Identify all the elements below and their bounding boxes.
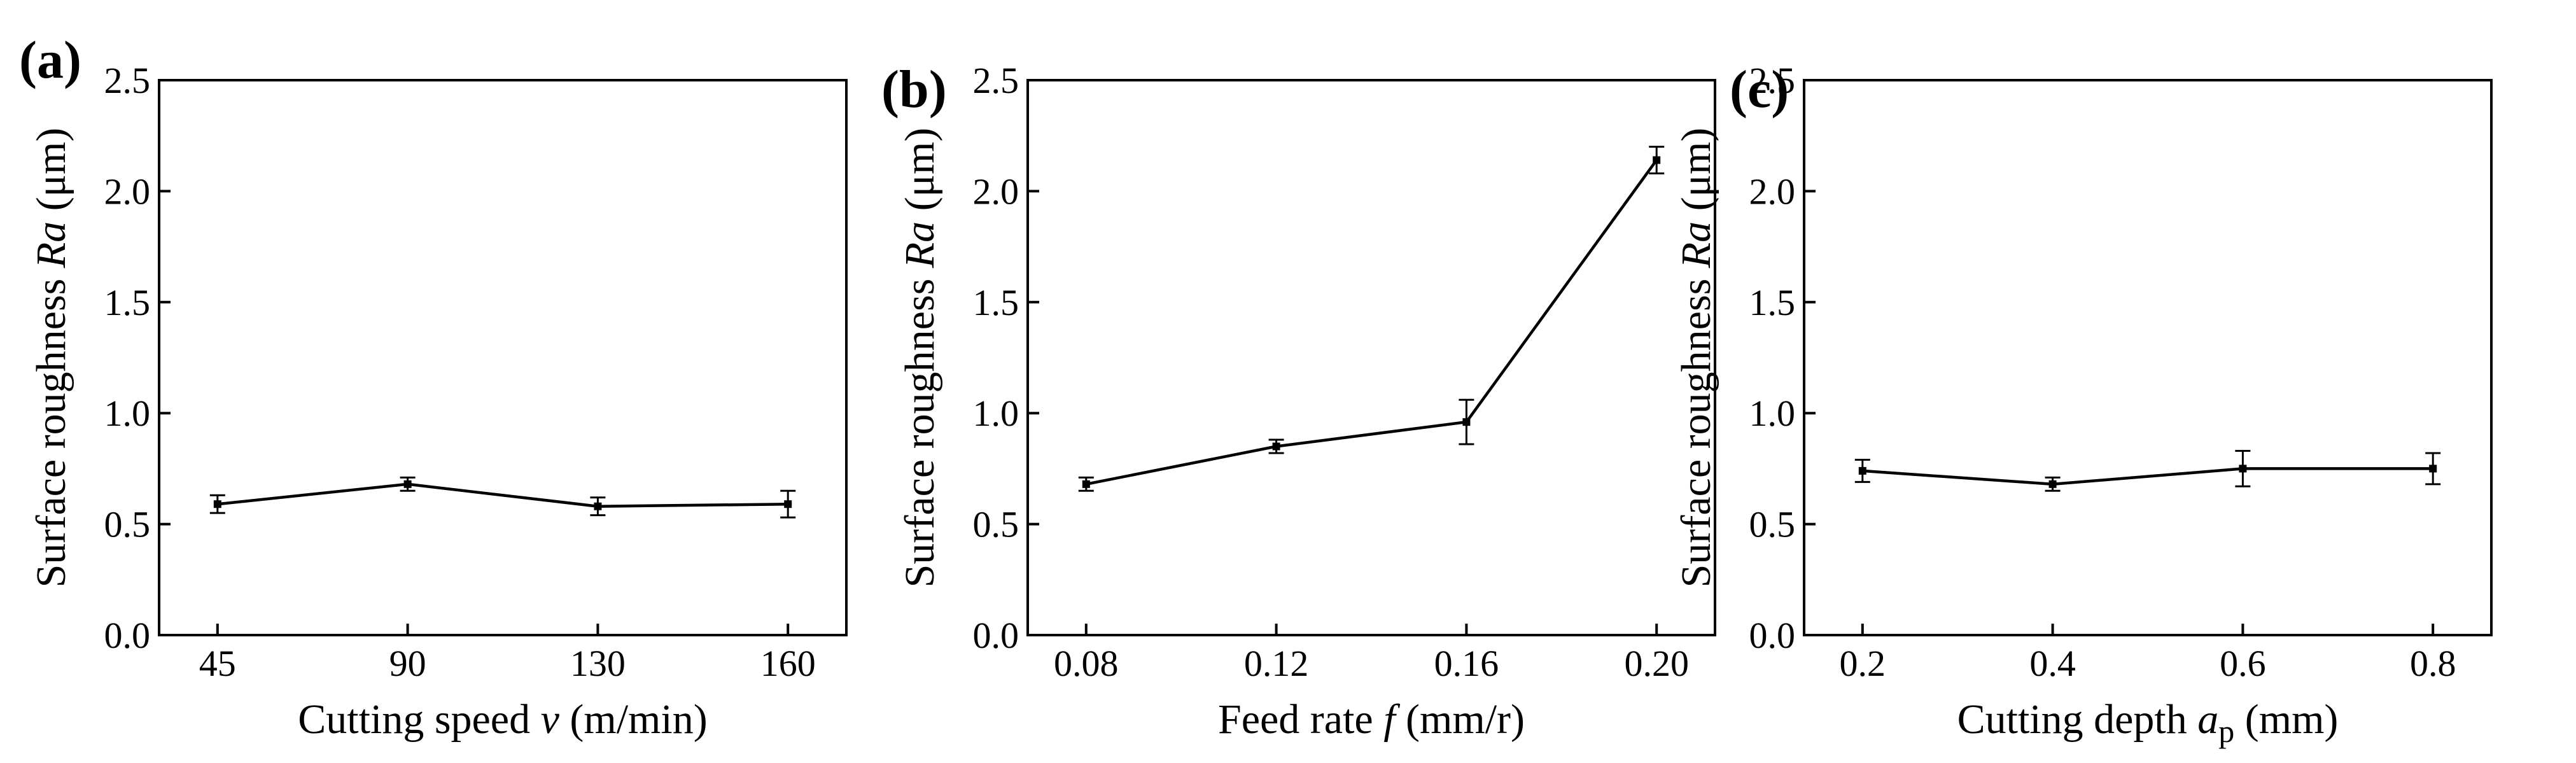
x-axis-title-subscript: p: [2218, 713, 2234, 749]
chart-panel-c: 0.0 0.5 1.0 1.5 2.0 2.5 0.2 0.4 0.6 0.8 (c) Cutting…: [1673, 60, 2493, 749]
x-axis-title-text: Cutting speed: [298, 696, 540, 743]
y-axis-title: Surface roughness Ra (μm): [1673, 128, 1719, 588]
x-axis-title: Feed rate f (mm/r): [1218, 696, 1525, 743]
x-tick-label: 0.8: [2410, 643, 2456, 684]
data-point: [1858, 466, 1866, 475]
y-tick-label: 2.0: [1749, 171, 1796, 212]
y-tick-label: 1.0: [973, 393, 1019, 434]
panel-label: (b): [881, 60, 947, 119]
y-tick-label: 2.0: [973, 171, 1019, 212]
y-tick-label: 1.0: [1749, 393, 1796, 434]
x-axis-title-text: Cutting depth: [1957, 696, 2198, 743]
y-axis-title-unit: (μm): [28, 128, 74, 221]
panel-label: (c): [1730, 60, 1789, 119]
x-axis-title-unit: (mm/r): [1396, 696, 1525, 743]
y-axis-title-unit: (μm): [1673, 128, 1719, 221]
x-axis-title: Cutting depth ap (mm): [1957, 696, 2339, 749]
data-point: [1462, 418, 1471, 426]
y-tick-label: 1.5: [1749, 282, 1796, 323]
y-tick-label: 0.0: [1749, 615, 1796, 656]
y-tick-label: 0.0: [104, 615, 151, 656]
x-tick-label: 0.08: [1054, 643, 1119, 684]
y-tick-label: 1.5: [973, 282, 1019, 323]
plot-frame: [1803, 79, 2493, 636]
x-tick-label: 0.4: [2029, 643, 2076, 684]
y-tick-label: 2.0: [104, 171, 151, 212]
x-tick-label: 0.6: [2220, 643, 2266, 684]
x-tick-label: 160: [760, 643, 816, 684]
data-point: [1653, 156, 1661, 164]
y-axis-title-variable: Ra: [1673, 221, 1719, 269]
series-line: [1086, 159, 1658, 486]
data-point: [213, 500, 221, 508]
y-tick-label: 2.5: [104, 60, 151, 101]
y-axis-title-variable: Ra: [897, 221, 943, 269]
y-axis-title-text: Surface roughness: [897, 268, 943, 587]
chart-panel-a: 0.0 0.5 1.0 1.5 2.0 2.5 45 90 130 160 (a) Cutting s…: [19, 31, 848, 743]
series-line: [1862, 467, 2433, 486]
x-axis-title: Cutting speed v (m/min): [298, 696, 707, 743]
y-axis-title: Surface roughness Ra (μm): [897, 128, 943, 588]
chart-panel-b: 0.0 0.5 1.0 1.5 2.0 2.5 0.08 0.12 0.16 0.20 (b) Fee…: [881, 60, 1716, 743]
x-axis-title-variable: v: [541, 696, 560, 743]
y-tick-label: 0.5: [1749, 504, 1796, 545]
y-tick-label: 0.5: [104, 504, 151, 545]
y-axis-title-text: Surface roughness: [28, 268, 74, 587]
y-axis-title: Surface roughness Ra (μm): [28, 128, 74, 588]
data-point: [2429, 465, 2437, 473]
y-tick-label: 0.0: [973, 615, 1019, 656]
series-line: [217, 482, 788, 508]
y-axis-title-variable: Ra: [28, 221, 74, 269]
x-axis-title-unit: (mm): [2234, 696, 2338, 743]
y-axis-title-unit: (μm): [897, 128, 943, 221]
plot-frame: [158, 79, 848, 636]
data-point: [403, 480, 412, 488]
data-point: [1082, 480, 1090, 488]
y-tick-label: 2.5: [973, 60, 1019, 101]
x-axis-title-text: Feed rate: [1218, 696, 1383, 743]
data-point: [1272, 442, 1280, 451]
y-tick-label: 2.5: [1749, 60, 1796, 101]
data-point: [2239, 465, 2247, 473]
plot-frame: [1026, 79, 1716, 636]
x-tick-label: 0.16: [1434, 643, 1499, 684]
x-axis-title-unit: (m/min): [559, 696, 708, 743]
data-point: [594, 502, 602, 510]
x-axis-title-variable: a: [2197, 696, 2218, 743]
data-point: [784, 500, 792, 508]
x-tick-label: 0.2: [1840, 643, 1886, 684]
x-tick-label: 0.20: [1624, 643, 1689, 684]
x-tick-label: 90: [389, 643, 426, 684]
x-tick-label: 45: [199, 643, 236, 684]
y-tick-label: 0.5: [973, 504, 1019, 545]
y-tick-label: 1.5: [104, 282, 151, 323]
panel-label: (a): [19, 31, 81, 90]
y-tick-label: 1.0: [104, 393, 151, 434]
x-tick-label: 0.12: [1244, 643, 1309, 684]
data-point: [2048, 480, 2057, 488]
x-tick-label: 130: [570, 643, 626, 684]
y-axis-title-text: Surface roughness: [1673, 268, 1719, 587]
